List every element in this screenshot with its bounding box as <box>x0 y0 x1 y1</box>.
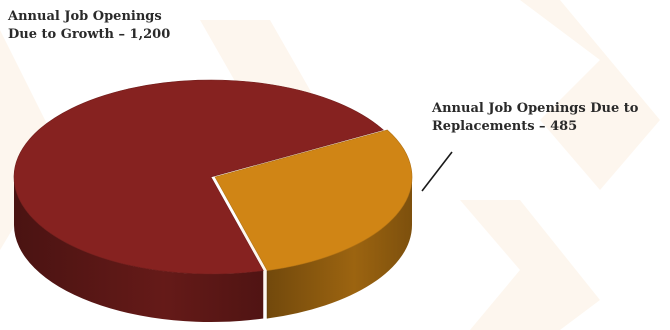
leader-line <box>421 151 453 192</box>
pie-side-0 <box>14 177 264 322</box>
pie-slice-growth <box>13 79 384 275</box>
pie-side-1 <box>267 177 412 319</box>
slice-label-growth: Annual Job Openings Due to Growth – 1,20… <box>8 9 171 42</box>
slice-label-replacements: Annual Job Openings Due to Replacements … <box>432 101 639 134</box>
pie-slice-replacements <box>214 129 413 271</box>
